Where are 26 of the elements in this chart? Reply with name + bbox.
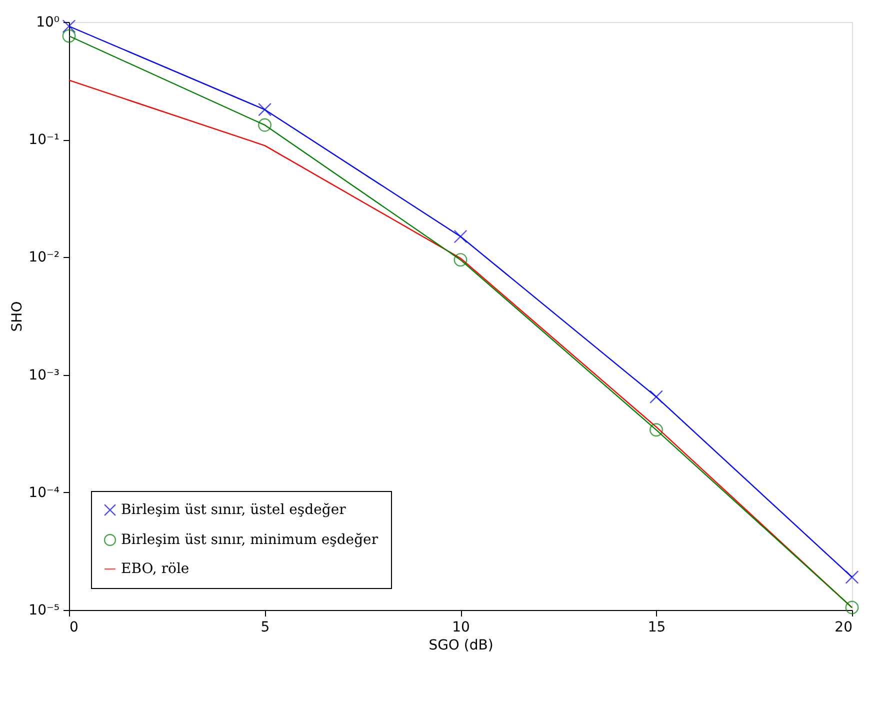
y-tick-label: 10⁰ <box>36 14 60 30</box>
y-axis-title: SHO <box>10 301 26 332</box>
legend-label: Birleşim üst sınır, üstel eşdeğer <box>121 502 346 518</box>
y-tick-label: 10⁻³ <box>28 367 60 384</box>
point <box>650 390 663 404</box>
point <box>650 423 663 437</box>
point <box>454 253 468 267</box>
point <box>62 29 76 43</box>
point <box>454 230 468 244</box>
legend-label: EBO, röle <box>121 561 190 577</box>
x-tick-label: 5 <box>260 620 270 636</box>
point <box>258 102 272 116</box>
x-tick-label: 10 <box>452 620 470 636</box>
y-tick-label: 10⁻² <box>28 250 60 266</box>
point <box>845 600 859 614</box>
x-tick-label: 20 <box>834 620 852 636</box>
x-axis-title: SGO (dB) <box>428 638 494 654</box>
x-tick-label: 15 <box>648 620 666 636</box>
y-tick-label: 10⁻⁵ <box>28 602 60 618</box>
y-tick-label: 10⁻¹ <box>28 132 60 148</box>
legend-label: Birleşim üst sınır, minimum eşdeğer <box>121 532 378 548</box>
x-tick-label: 0 <box>70 620 78 636</box>
point <box>258 118 272 132</box>
point <box>845 570 859 584</box>
point <box>62 20 76 33</box>
y-tick-label: 10⁻⁴ <box>28 484 60 501</box>
